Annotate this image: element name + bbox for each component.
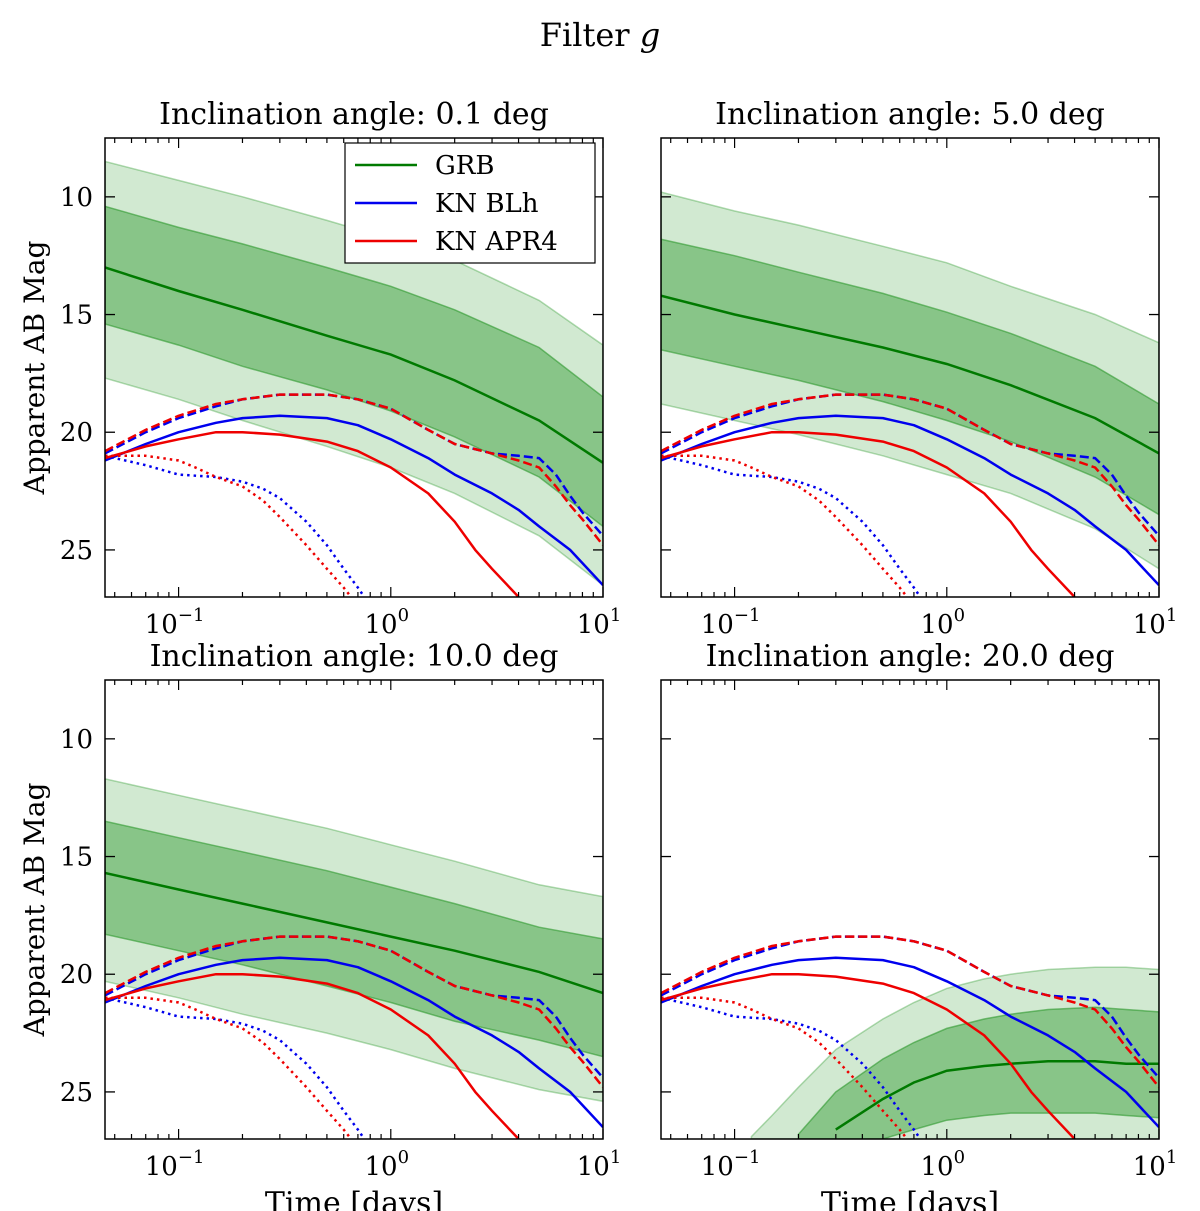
- panel-2: 10−1 100 101 Inclination angle: 5.0 deg: [660, 97, 1178, 640]
- x-tick-label: 101: [577, 1147, 622, 1182]
- x-tick-label: 100: [365, 605, 410, 640]
- kn-apr4-dashed-line: [661, 935, 1159, 1088]
- plot-area: [661, 191, 1159, 597]
- panel-3: 10 15 20 25 10−1 100 101 Inclination angle: 10.…: [18, 639, 621, 1211]
- axes-frame: [104, 679, 604, 1140]
- x-tick-label: 101: [577, 605, 622, 640]
- legend-label-grb: GRB: [435, 151, 494, 181]
- panel-title: Inclination angle: 0.1 deg: [159, 97, 549, 132]
- kn-blh-dotted-line: [105, 996, 366, 1139]
- y-tick-label: 25: [60, 1078, 93, 1108]
- grb-median-line: [105, 871, 603, 995]
- kn-apr4-dashed-line: [661, 393, 1159, 546]
- legend-label-kn-apr4: KN APR4: [435, 227, 558, 257]
- kn-blh-solid-line: [661, 414, 1159, 587]
- legend-label-kn-blh: KN BLh: [435, 189, 539, 219]
- kn-blh-dotted-line: [661, 454, 922, 597]
- y-axis-label: Apparent AB Mag: [18, 240, 51, 495]
- legend: GRB KN BLh KN APR4: [344, 142, 596, 264]
- grb-band-outer: [750, 966, 1159, 1139]
- kn-apr4-dashed-line: [105, 935, 603, 1088]
- x-tick-label: 10−1: [701, 1147, 761, 1182]
- panel-title: Inclination angle: 10.0 deg: [150, 639, 559, 674]
- grb-band-inner: [105, 205, 603, 528]
- x-tick-label: 100: [921, 605, 966, 640]
- grb-median-line: [835, 1060, 1159, 1131]
- y-tick-label: 20: [60, 418, 93, 448]
- plot-area: [105, 160, 603, 597]
- kn-blh-dotted-line: [661, 996, 922, 1139]
- kn-blh-solid-line: [105, 414, 603, 587]
- kn-apr4-dotted-line: [661, 454, 909, 597]
- x-tick-label: 101: [1133, 1147, 1178, 1182]
- kn-blh-dotted-line: [105, 454, 366, 597]
- y-axis-label: Apparent AB Mag: [18, 782, 51, 1037]
- y-tick-label: 10: [60, 725, 93, 755]
- x-axis-label: Time [days]: [821, 1186, 999, 1211]
- panel-title: Inclination angle: 5.0 deg: [715, 97, 1105, 132]
- y-tick-label: 10: [60, 183, 93, 213]
- grb-median-line: [661, 294, 1159, 455]
- kn-apr4-solid-line: [661, 972, 1076, 1139]
- x-tick-label: 101: [1133, 605, 1178, 640]
- axes-frame: [104, 137, 604, 598]
- grb-band-outer: [661, 191, 1159, 570]
- y-tick-label: 15: [60, 843, 93, 873]
- kn-blh-solid-line: [105, 956, 603, 1129]
- figure-title: Filter g: [540, 16, 660, 54]
- x-tick-label: 10−1: [701, 605, 761, 640]
- x-tick-label: 100: [921, 1147, 966, 1182]
- x-tick-label: 100: [365, 1147, 410, 1182]
- panel-title: Inclination angle: 20.0 deg: [706, 639, 1115, 674]
- plot-area: [105, 778, 603, 1139]
- panels: 10 15 20 25 10−1 100 101 Inclination angle: 0.1…: [18, 97, 1177, 1211]
- axes-frame: [660, 137, 1160, 598]
- panel-4: 10−1 100 101 Inclination angle: 20.0 deg Tim…: [660, 639, 1178, 1211]
- panel-1: 10 15 20 25 10−1 100 101 Inclination angle: 0.1…: [18, 97, 621, 640]
- x-tick-label: 10−1: [145, 1147, 205, 1182]
- y-tick-label: 25: [60, 536, 93, 566]
- y-tick-label: 20: [60, 960, 93, 990]
- plot-area: [661, 935, 1159, 1139]
- grb-median-line: [105, 266, 603, 464]
- kn-apr4-dotted-line: [105, 454, 353, 597]
- grb-band-outer: [105, 160, 603, 587]
- x-tick-label: 10−1: [145, 605, 205, 640]
- y-tick-label: 15: [60, 301, 93, 331]
- kn-apr4-solid-line: [661, 430, 1076, 597]
- kn-apr4-solid-line: [105, 972, 520, 1139]
- kn-apr4-dashed-line: [105, 393, 603, 546]
- x-axis-label: Time [days]: [265, 1186, 443, 1211]
- kn-apr4-solid-line: [105, 430, 520, 597]
- grb-band-inner: [797, 1006, 1159, 1139]
- kn-blh-solid-line: [661, 956, 1159, 1129]
- grb-band-inner: [105, 820, 603, 1058]
- grb-band-inner: [661, 238, 1159, 516]
- axes-frame: [660, 679, 1160, 1140]
